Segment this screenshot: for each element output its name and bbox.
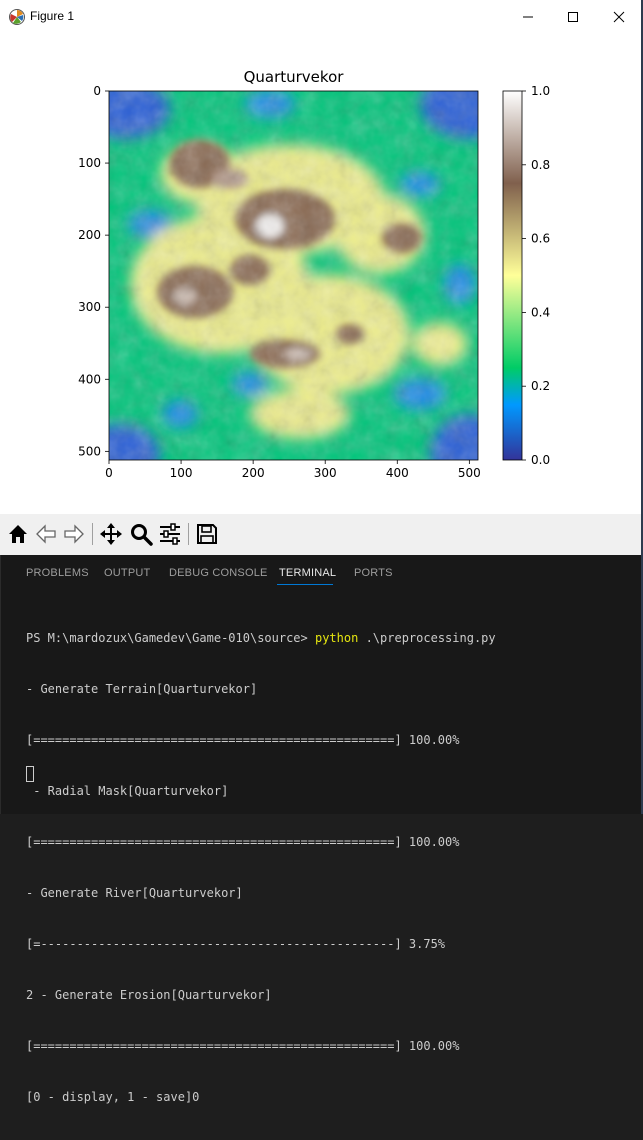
terminal-cursor <box>26 766 34 782</box>
x-tick-label: 200 <box>242 466 265 480</box>
forward-icon[interactable] <box>62 522 86 546</box>
colorbar-tick-label: 0.2 <box>531 379 550 393</box>
x-tick-label: 400 <box>386 466 409 480</box>
home-icon[interactable] <box>6 522 30 546</box>
colorbar-tick-label: 0.4 <box>531 305 550 319</box>
matplotlib-icon <box>9 9 25 25</box>
zoom-icon[interactable] <box>129 522 153 546</box>
chart-title: Quarturvekor <box>244 68 345 86</box>
active-tab-indicator <box>277 584 333 585</box>
minimize-button[interactable] <box>505 0 551 34</box>
plot-frame <box>108 90 479 461</box>
x-tick-label: 500 <box>458 466 481 480</box>
minimize-icon <box>523 16 533 18</box>
figure-toolbar <box>0 514 643 555</box>
maximize-icon <box>568 12 578 22</box>
tab-ports[interactable]: PORTS <box>354 567 393 579</box>
colorbar-tick-label: 0.6 <box>531 232 550 246</box>
heightmap-image <box>109 91 478 460</box>
terminal-line: - Radial Mask[Quarturvekor] <box>26 784 229 798</box>
window-edge <box>641 0 643 814</box>
colorbar-tick-label: 0.8 <box>531 158 550 172</box>
x-axis: 0 100 200 300 400 500 <box>105 460 481 480</box>
terminal-line: - Generate River[Quarturvekor] <box>26 886 243 900</box>
toolbar-separator <box>188 523 189 545</box>
vscode-panel: PROBLEMS OUTPUT DEBUG CONSOLE TERMINAL P… <box>0 555 643 1104</box>
y-tick-label: 100 <box>78 156 101 170</box>
back-icon[interactable] <box>34 522 58 546</box>
y-tick-label: 500 <box>78 444 101 458</box>
toolbar-separator <box>92 523 93 545</box>
close-icon <box>613 11 625 23</box>
colorbar-axis: 0.0 0.2 0.4 0.6 0.8 1.0 <box>522 84 550 467</box>
x-tick-label: 300 <box>314 466 337 480</box>
title-bar: Figure 1 <box>0 0 643 34</box>
y-tick-label: 400 <box>78 372 101 386</box>
terminal-line: [=======================================… <box>26 1039 460 1053</box>
window-title: Figure 1 <box>30 9 75 23</box>
tab-debug-console[interactable]: DEBUG CONSOLE <box>169 567 268 579</box>
terminal-line: [=======================================… <box>26 835 460 849</box>
terminal-line: [=======================================… <box>26 733 460 747</box>
colorbar <box>502 90 523 461</box>
tab-terminal[interactable]: TERMINAL <box>279 567 337 579</box>
y-tick-label: 300 <box>78 300 101 314</box>
x-tick-label: 100 <box>170 466 193 480</box>
colorbar-tick-label: 0.0 <box>531 453 550 467</box>
terminal-output[interactable]: PS M:\mardozux\Gamedev\Game-010\source> … <box>26 596 496 1140</box>
terminal-line: [0 - display, 1 - save]0 <box>26 1090 200 1104</box>
plot-canvas[interactable]: Quarturvekor <box>0 34 643 514</box>
y-axis: 0 100 200 300 400 500 <box>78 84 109 458</box>
maximize-button[interactable] <box>550 0 596 34</box>
figure-window: Figure 1 <box>0 0 643 555</box>
panel-tabs: PROBLEMS OUTPUT DEBUG CONSOLE TERMINAL P… <box>1 555 643 595</box>
terminal-line: 2 - Generate Erosion[Quarturvekor] <box>26 988 272 1002</box>
tab-problems[interactable]: PROBLEMS <box>26 567 89 579</box>
x-tick-label: 0 <box>105 466 113 480</box>
close-button[interactable] <box>596 0 642 34</box>
tab-output[interactable]: OUTPUT <box>104 567 151 579</box>
y-tick-label: 0 <box>93 84 101 98</box>
terminal-prompt-line: PS M:\mardozux\Gamedev\Game-010\source> … <box>26 630 496 647</box>
heightmap-chart: Quarturvekor <box>78 68 550 480</box>
pan-icon[interactable] <box>99 522 123 546</box>
terminal-line: [=--------------------------------------… <box>26 937 446 951</box>
terminal-command-args: .\preprocessing.py <box>358 631 496 645</box>
terminal-command: python <box>314 631 359 645</box>
terminal-line: - Generate Terrain[Quarturvekor] <box>26 682 258 696</box>
colorbar-tick-label: 1.0 <box>531 84 550 98</box>
y-tick-label: 200 <box>78 228 101 242</box>
terminal-prompt: PS M:\mardozux\Gamedev\Game-010\source> <box>26 631 315 645</box>
save-icon[interactable] <box>195 522 219 546</box>
configure-icon[interactable] <box>158 522 182 546</box>
